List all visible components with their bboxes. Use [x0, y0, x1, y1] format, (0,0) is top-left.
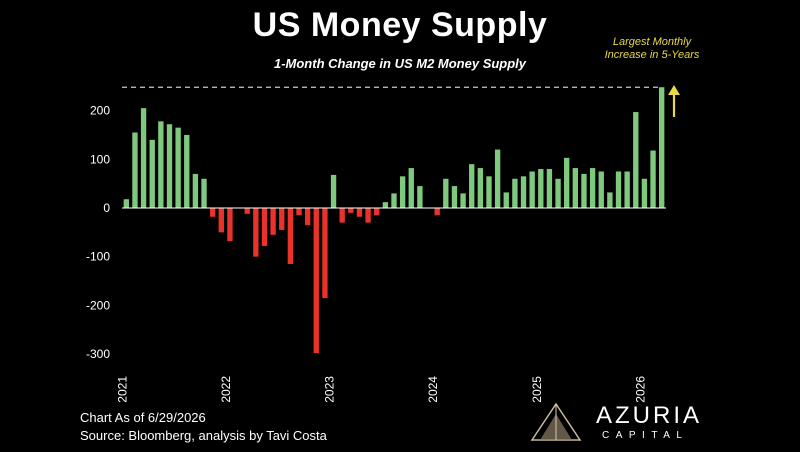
y-tick-label: -100 [86, 250, 110, 264]
bar [607, 192, 613, 208]
bar [633, 112, 639, 208]
bar [494, 149, 501, 208]
bar [469, 164, 475, 208]
bar [322, 208, 328, 299]
bar [477, 168, 484, 208]
bar [555, 178, 561, 208]
bar [529, 171, 535, 208]
source-note: Source: Bloomberg, analysis by Tavi Cost… [80, 428, 327, 443]
bar [279, 208, 285, 230]
bar [287, 208, 294, 264]
bar [443, 178, 449, 208]
bar [270, 208, 276, 235]
bar [460, 193, 466, 208]
bar [253, 208, 259, 257]
arrow-head-icon [668, 85, 680, 95]
bar [564, 157, 570, 208]
x-tick-label: 2026 [633, 376, 647, 403]
bar [158, 121, 164, 208]
bar [512, 178, 518, 208]
bar [244, 208, 250, 214]
bar [184, 134, 190, 208]
bar [123, 199, 129, 208]
bar [581, 173, 587, 208]
bar [140, 108, 147, 208]
y-tick-label: -200 [86, 298, 110, 312]
plot-area [122, 85, 680, 354]
bar [659, 87, 665, 208]
bar [589, 168, 596, 208]
bar [304, 208, 311, 226]
bar [615, 171, 622, 208]
bar [598, 171, 604, 208]
bar [296, 208, 302, 216]
bar [365, 208, 371, 223]
bar [572, 168, 579, 208]
bar [348, 208, 354, 213]
bar [520, 176, 527, 208]
bar [417, 186, 423, 208]
bar [166, 124, 173, 208]
chart-subtitle: 1-Month Change in US M2 Money Supply [273, 56, 527, 71]
x-tick-label: 2024 [426, 376, 440, 403]
bar [339, 208, 345, 223]
bar [650, 150, 656, 208]
brand-sub: CAPITAL [602, 430, 689, 441]
bar [382, 202, 389, 208]
bar [149, 139, 155, 208]
x-tick-label: 2025 [530, 376, 544, 403]
y-tick-label: 0 [103, 201, 110, 215]
bar [434, 208, 440, 216]
y-tick-label: 100 [90, 152, 110, 166]
y-axis: 200 100 0 -100 -200 -300 [86, 104, 110, 362]
bar [503, 192, 509, 208]
x-tick-label: 2021 [115, 376, 129, 403]
bar [356, 208, 363, 217]
brand-name: AZURIA [596, 402, 703, 429]
bar [399, 176, 406, 208]
bar [451, 186, 458, 208]
bar [546, 169, 553, 208]
x-tick-label: 2022 [219, 376, 233, 403]
bar [486, 176, 492, 208]
bar [330, 174, 337, 208]
bar [408, 168, 414, 208]
peak-annotation: Largest Monthly Increase in 5-Years [604, 36, 700, 61]
bar [391, 193, 397, 208]
bar [175, 127, 181, 208]
bar [218, 208, 224, 233]
x-tick-label: 2023 [323, 376, 337, 403]
bar [227, 208, 233, 242]
azuria-logo-icon [530, 402, 582, 441]
chart-date-note: Chart As of 6/29/2026 [80, 410, 206, 425]
y-tick-label: 200 [90, 104, 110, 118]
bar [641, 178, 648, 208]
chart-title: US Money Supply [252, 6, 548, 44]
bar [313, 208, 319, 354]
bar [624, 171, 630, 208]
x-axis: 2021 2022 2023 2024 2025 2026 [115, 376, 647, 403]
bar [192, 173, 199, 208]
y-tick-label: -300 [86, 347, 110, 361]
bar [538, 169, 544, 208]
bar [201, 178, 207, 208]
bar [261, 208, 268, 246]
bar [132, 132, 138, 208]
bar [209, 208, 216, 217]
bar [374, 208, 380, 216]
